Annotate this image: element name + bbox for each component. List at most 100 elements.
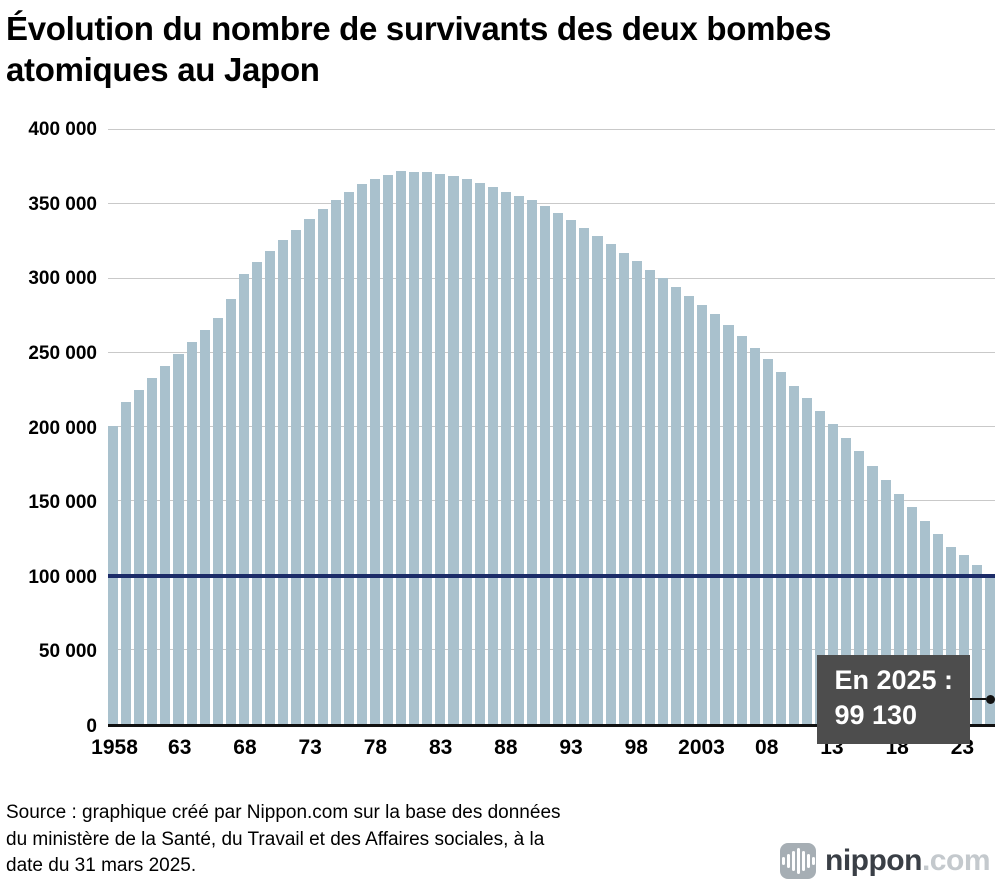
bars — [108, 130, 996, 724]
bar-1965 — [199, 329, 210, 724]
annotation-connector-line — [970, 698, 986, 701]
bar-1996 — [605, 244, 616, 724]
bar-1998 — [631, 261, 642, 724]
bar-2021 — [932, 534, 943, 724]
annotation-box: En 2025 : 99 130 — [817, 654, 970, 744]
bar-1979 — [382, 174, 394, 724]
bar-2017 — [880, 479, 891, 724]
bar-1994 — [579, 227, 590, 724]
bar-1978 — [369, 179, 380, 724]
bar-2011 — [801, 398, 813, 724]
x-tick-label: 98 — [624, 736, 648, 759]
source-line-3: date du 31 mars 2025. — [6, 855, 197, 877]
bar-2018 — [893, 494, 904, 724]
x-tick-label: 73 — [298, 736, 322, 759]
bar-2003 — [697, 304, 708, 724]
bar-2010 — [788, 386, 799, 724]
bar-1988 — [500, 191, 511, 724]
bar-1963 — [173, 353, 184, 724]
bar-1960 — [134, 389, 145, 724]
bar-2000 — [657, 277, 669, 724]
bar-1990 — [527, 200, 538, 724]
bar-2005 — [723, 324, 734, 724]
bar-1983 — [435, 173, 446, 724]
chart-title: Évolution du nombre de survivants des de… — [6, 10, 832, 89]
bar-1976 — [343, 191, 354, 724]
bar-1968 — [238, 274, 250, 724]
bar-1997 — [618, 253, 629, 724]
bar-1959 — [121, 401, 132, 724]
gridline — [108, 648, 995, 650]
gridline — [108, 277, 995, 279]
gridline — [108, 426, 995, 427]
bar-2024 — [972, 565, 983, 724]
nippon-logo-icon — [780, 843, 816, 879]
bar-1964 — [186, 341, 197, 724]
x-tick-label: 08 — [755, 736, 779, 759]
bar-1981 — [409, 171, 420, 724]
bar-1972 — [291, 229, 302, 724]
x-tick-label: 83 — [428, 736, 453, 759]
logo-tld: .com — [921, 844, 991, 877]
y-tick-label: 150 000 — [28, 492, 97, 514]
bar-1980 — [396, 171, 407, 724]
bar-2012 — [815, 410, 826, 724]
annotation-callout: En 2025 : 99 130 — [817, 654, 995, 744]
bar-2022 — [946, 547, 957, 724]
bar-1987 — [487, 187, 498, 724]
source-line-1: Source : graphique créé par Nippon.com s… — [6, 802, 561, 823]
y-tick-label: 250 000 — [28, 342, 97, 364]
bar-1962 — [160, 366, 171, 724]
bar-1966 — [212, 317, 223, 724]
bar-1989 — [513, 196, 524, 724]
y-tick-label: 300 000 — [28, 268, 97, 290]
bar-1992 — [553, 212, 564, 724]
bar-2009 — [775, 372, 786, 724]
bar-1982 — [422, 172, 433, 724]
bar-2023 — [959, 555, 970, 724]
logo-wordmark: nippon.com — [825, 844, 991, 878]
annotation-connector-dot — [986, 694, 995, 704]
source-line-2: du ministère de la Santé, du Travail et … — [6, 828, 545, 850]
bar-2008 — [762, 359, 773, 724]
bar-2015 — [854, 451, 865, 724]
y-tick-label: 0 — [86, 716, 97, 737]
y-tick-label: 200 000 — [28, 417, 97, 439]
logo-name: nippon — [825, 844, 922, 877]
bar-1984 — [448, 176, 459, 724]
gridline — [108, 500, 995, 502]
bar-2019 — [906, 507, 917, 724]
bar-1970 — [265, 251, 276, 724]
bar-1999 — [644, 269, 655, 724]
reference-line-100000 — [108, 573, 995, 578]
x-tick-label: 1958 — [91, 736, 138, 759]
annotation-line1: En 2025 : — [834, 664, 953, 695]
bar-1975 — [330, 199, 341, 724]
x-tick-label: 88 — [494, 736, 518, 759]
gridline — [108, 129, 995, 130]
bar-2001 — [671, 286, 682, 724]
bar-2007 — [749, 347, 760, 724]
bar-1967 — [225, 299, 236, 724]
bar-1993 — [566, 219, 577, 724]
x-tick-label: 93 — [559, 736, 583, 759]
bar-1961 — [147, 378, 158, 724]
bar-1974 — [317, 208, 328, 724]
annotation-line2: 99 130 — [834, 700, 918, 731]
bar-1986 — [474, 182, 485, 724]
bar-2016 — [867, 465, 878, 724]
bar-1977 — [356, 184, 367, 724]
x-tick-label: 68 — [233, 736, 257, 759]
source-note: Source : graphique créé par Nippon.com s… — [6, 800, 766, 880]
gridline — [108, 351, 995, 353]
plot-area — [108, 129, 996, 727]
nippon-logo: nippon.com — [780, 843, 991, 879]
x-tick-label: 2003 — [678, 736, 725, 759]
bar-1973 — [304, 219, 315, 724]
bar-1991 — [540, 206, 551, 724]
y-tick-label: 100 000 — [28, 566, 97, 588]
bar-2006 — [736, 335, 747, 724]
bar-1971 — [278, 239, 289, 724]
bar-1995 — [592, 236, 603, 724]
y-tick-label: 350 000 — [28, 193, 97, 215]
